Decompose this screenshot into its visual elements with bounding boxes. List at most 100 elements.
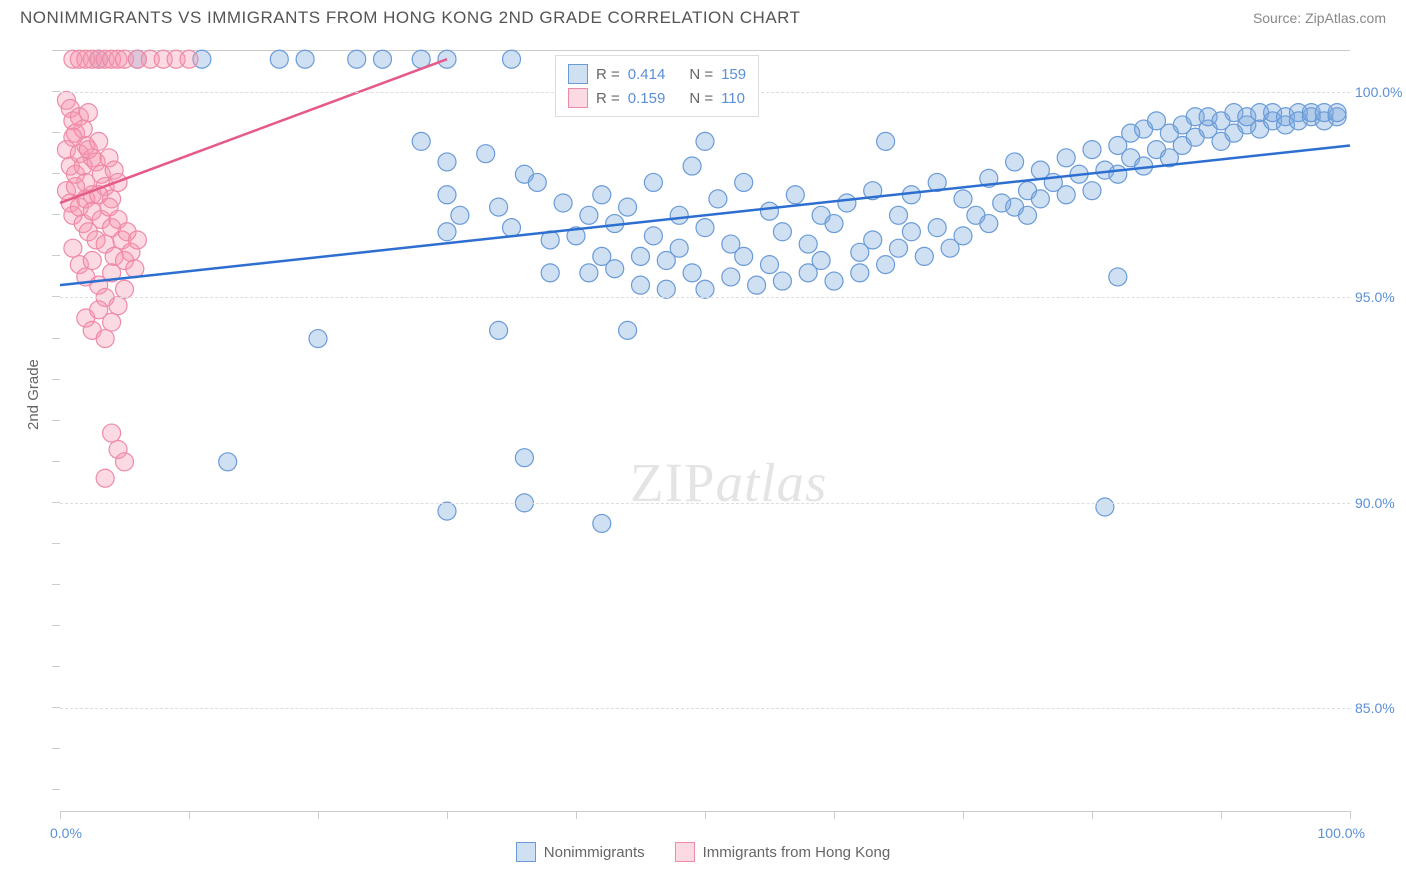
y-axis-label: 2nd Grade xyxy=(25,359,42,430)
gridline xyxy=(60,297,1350,298)
scatter-point xyxy=(64,239,82,257)
x-tick xyxy=(1092,811,1093,819)
scatter-point xyxy=(580,206,598,224)
x-tick-label: 100.0% xyxy=(1318,825,1365,841)
scatter-point xyxy=(296,50,314,68)
scatter-point xyxy=(412,132,430,150)
scatter-point xyxy=(180,50,198,68)
scatter-point xyxy=(735,247,753,265)
scatter-point xyxy=(877,256,895,274)
scatter-point xyxy=(126,260,144,278)
correlation-legend: R =0.414N =159 R = 0.159 N = 110 xyxy=(555,55,759,117)
scatter-point xyxy=(1057,149,1075,167)
scatter-point xyxy=(348,50,366,68)
scatter-point xyxy=(735,173,753,191)
scatter-point xyxy=(503,219,521,237)
scatter-point xyxy=(619,321,637,339)
scatter-point xyxy=(696,132,714,150)
scatter-point xyxy=(825,215,843,233)
scatter-point xyxy=(696,219,714,237)
scatter-point xyxy=(1006,153,1024,171)
scatter-point xyxy=(477,145,495,163)
trend-line xyxy=(60,59,447,203)
x-tick xyxy=(60,811,61,819)
scatter-point xyxy=(812,252,830,270)
scatter-point xyxy=(748,276,766,294)
scatter-point xyxy=(374,50,392,68)
scatter-point xyxy=(103,424,121,442)
x-tick xyxy=(318,811,319,819)
scatter-point xyxy=(696,280,714,298)
chart-header: NONIMMIGRANTS VS IMMIGRANTS FROM HONG KO… xyxy=(0,0,1406,32)
legend-item: Immigrants from Hong Kong xyxy=(675,842,891,862)
scatter-point xyxy=(657,280,675,298)
y-tick-label: 95.0% xyxy=(1355,289,1406,305)
scatter-point xyxy=(890,206,908,224)
r-value: 0.159 xyxy=(628,90,666,107)
scatter-plot-svg xyxy=(60,51,1350,811)
scatter-point xyxy=(1083,141,1101,159)
x-tick xyxy=(705,811,706,819)
y-tick-label: 90.0% xyxy=(1355,495,1406,511)
scatter-point xyxy=(632,247,650,265)
scatter-point xyxy=(490,198,508,216)
scatter-point xyxy=(1031,190,1049,208)
scatter-point xyxy=(877,132,895,150)
legend-row: R = 0.159 N = 110 xyxy=(568,86,746,110)
legend-row: R =0.414N =159 xyxy=(568,62,746,86)
x-tick xyxy=(576,811,577,819)
scatter-point xyxy=(890,239,908,257)
gridline xyxy=(60,503,1350,504)
legend-swatch xyxy=(675,842,695,862)
y-tick-label: 100.0% xyxy=(1355,84,1406,100)
chart-title: NONIMMIGRANTS VS IMMIGRANTS FROM HONG KO… xyxy=(20,8,801,28)
scatter-point xyxy=(103,313,121,331)
scatter-point xyxy=(128,231,146,249)
scatter-point xyxy=(902,223,920,241)
scatter-point xyxy=(438,153,456,171)
scatter-point xyxy=(580,264,598,282)
y-tick-label: 85.0% xyxy=(1355,700,1406,716)
scatter-point xyxy=(928,219,946,237)
scatter-point xyxy=(438,186,456,204)
scatter-point xyxy=(722,268,740,286)
scatter-point xyxy=(1019,206,1037,224)
scatter-point xyxy=(632,276,650,294)
gridline xyxy=(60,708,1350,709)
x-tick xyxy=(189,811,190,819)
scatter-point xyxy=(109,297,127,315)
series-legend: NonimmigrantsImmigrants from Hong Kong xyxy=(0,842,1406,862)
legend-swatch xyxy=(516,842,536,862)
r-value: 0.414 xyxy=(628,66,666,83)
scatter-point xyxy=(761,256,779,274)
scatter-point xyxy=(683,157,701,175)
scatter-point xyxy=(1109,268,1127,286)
scatter-point xyxy=(954,227,972,245)
scatter-point xyxy=(593,514,611,532)
scatter-point xyxy=(593,186,611,204)
scatter-point xyxy=(825,272,843,290)
legend-swatch xyxy=(568,64,588,84)
scatter-point xyxy=(64,128,82,146)
n-value: 110 xyxy=(721,90,745,107)
r-label: R = xyxy=(596,90,620,107)
x-tick xyxy=(963,811,964,819)
scatter-point xyxy=(270,50,288,68)
scatter-point xyxy=(786,186,804,204)
scatter-point xyxy=(1083,182,1101,200)
chart-source: Source: ZipAtlas.com xyxy=(1253,10,1386,26)
scatter-point xyxy=(773,272,791,290)
scatter-point xyxy=(1109,165,1127,183)
x-tick xyxy=(447,811,448,819)
n-label: N = xyxy=(689,90,713,107)
scatter-point xyxy=(619,198,637,216)
scatter-point xyxy=(83,252,101,270)
scatter-point xyxy=(528,173,546,191)
scatter-point xyxy=(438,223,456,241)
scatter-point xyxy=(451,206,469,224)
scatter-point xyxy=(670,239,688,257)
scatter-point xyxy=(96,330,114,348)
chart-plot-area: ZIPatlas 85.0%90.0%95.0%100.0%0.0%100.0% xyxy=(60,50,1350,812)
scatter-point xyxy=(1096,498,1114,516)
scatter-point xyxy=(1057,186,1075,204)
